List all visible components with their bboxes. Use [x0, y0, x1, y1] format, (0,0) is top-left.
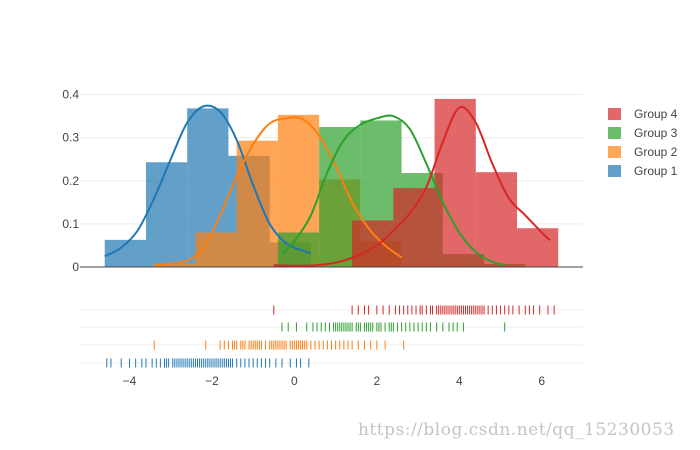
- x-tick-label: 2: [374, 374, 381, 388]
- histogram-bar: [434, 98, 476, 267]
- x-tick-label: 6: [538, 374, 545, 388]
- legend-item[interactable]: Group 3: [608, 126, 678, 140]
- x-axis-ticks: −4 −2 0 2 4 6: [123, 374, 546, 388]
- density-curve: [104, 104, 312, 258]
- histogram-bar: [154, 263, 196, 267]
- legend-swatch: [608, 108, 621, 120]
- legend-label: Group 3: [634, 126, 678, 140]
- x-tick-label: −4: [123, 374, 137, 388]
- rug-gridlines: [80, 309, 583, 364]
- legend-item[interactable]: Group 4: [608, 107, 678, 121]
- histogram-bar: [393, 188, 435, 267]
- legend-label: Group 4: [634, 107, 678, 121]
- histogram-bar: [517, 228, 559, 267]
- x-tick-label: −2: [205, 374, 219, 388]
- legend-label: Group 1: [634, 164, 678, 178]
- histogram-bar: [236, 140, 278, 267]
- legend-item[interactable]: Group 1: [608, 164, 678, 178]
- y-tick-label: 0: [72, 260, 79, 274]
- density-curves: [104, 104, 551, 267]
- histogram-bar: [145, 162, 188, 267]
- legend[interactable]: Group 4 Group 3 Group 2 Group 1: [608, 107, 678, 178]
- rug-plot: [106, 305, 555, 368]
- watermark: https://blog.csdn.net/qq_15230053: [358, 420, 675, 440]
- y-tick-label: 0.3: [62, 131, 79, 145]
- legend-label: Group 2: [634, 145, 678, 159]
- histogram-bars: [104, 98, 559, 268]
- histogram-bar: [352, 220, 394, 267]
- density-curve: [273, 105, 551, 267]
- legend-swatch: [608, 127, 621, 139]
- y-tick-label: 0.2: [62, 174, 79, 188]
- y-tick-label: 0.1: [62, 217, 79, 231]
- histogram-bar: [475, 172, 518, 267]
- legend-item[interactable]: Group 2: [608, 145, 678, 159]
- y-tick-label: 0.4: [62, 88, 79, 102]
- density-curve: [154, 116, 403, 266]
- legend-swatch: [608, 146, 621, 158]
- x-tick-label: 4: [456, 374, 463, 388]
- y-axis-ticks: 0 0.1 0.2 0.3 0.4: [62, 88, 79, 274]
- legend-swatch: [608, 165, 621, 177]
- x-tick-label: 0: [291, 374, 298, 388]
- density-curve: [281, 114, 505, 266]
